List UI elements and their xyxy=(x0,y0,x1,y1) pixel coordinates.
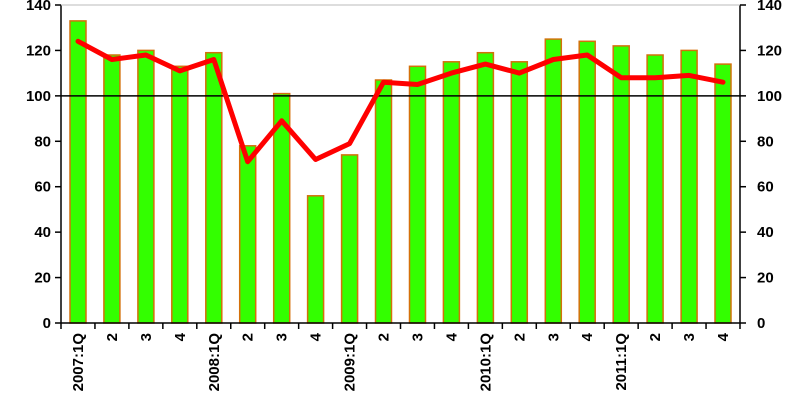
x-category-label: 3 xyxy=(138,333,155,341)
x-category-label: 2011:1Q xyxy=(613,333,630,391)
bar-4 xyxy=(205,51,223,324)
left-tick-label: 80 xyxy=(34,133,51,150)
bar-14 xyxy=(544,38,563,324)
x-category-label: 2 xyxy=(511,333,528,341)
bar-18 xyxy=(680,49,698,324)
x-category-label: 4 xyxy=(172,332,189,341)
x-category-label: 2007:1Q xyxy=(70,333,87,392)
left-tick-label: 120 xyxy=(26,42,51,59)
left-tick-label: 140 xyxy=(26,0,51,14)
x-category-label: 2 xyxy=(376,333,393,341)
axes xyxy=(60,4,741,324)
x-category-label: 2 xyxy=(240,333,257,341)
x-category-label: 3 xyxy=(274,333,291,341)
right-tick-label: 40 xyxy=(757,224,774,241)
right-tick-label: 0 xyxy=(757,315,765,332)
bar-16 xyxy=(612,45,630,324)
x-category-label: 2008:1Q xyxy=(206,333,223,392)
x-category-label: 4 xyxy=(308,332,325,341)
right-tick-label: 120 xyxy=(757,42,782,59)
right-tick-label: 80 xyxy=(757,133,774,150)
bar-0 xyxy=(69,20,87,324)
x-category-label: 4 xyxy=(715,332,732,341)
x-category-label: 2 xyxy=(647,333,664,341)
x-category-label: 2 xyxy=(104,333,121,341)
right-tick-label: 20 xyxy=(757,270,774,287)
x-category-label: 3 xyxy=(681,333,698,341)
bar-11 xyxy=(442,61,461,324)
bar-10 xyxy=(408,65,427,324)
x-category-label: 3 xyxy=(545,333,562,341)
left-tick-label: 0 xyxy=(43,315,51,332)
x-axis-ticks: 2007:1Q 2 3 4 2008:1Q 2 3 4 2009:1Q 2 3 4 2010:1Q 2 3 4… xyxy=(60,323,741,392)
line-series xyxy=(75,38,726,165)
bar-12 xyxy=(476,51,495,324)
right-y-axis-ticks: 0 20 40 60 80 100 120 140 xyxy=(740,0,782,332)
left-tick-label: 60 xyxy=(34,179,51,196)
right-tick-label: 100 xyxy=(757,88,782,105)
left-tick-label: 40 xyxy=(34,224,51,241)
bar-7 xyxy=(306,195,325,324)
left-tick-label: 20 xyxy=(34,270,51,287)
bar-15 xyxy=(578,40,596,324)
bar-2 xyxy=(137,49,155,324)
left-y-axis-ticks: 0 20 40 60 80 100 120 140 xyxy=(26,0,61,332)
right-tick-label: 60 xyxy=(757,179,774,196)
bar-5 xyxy=(238,145,257,324)
bar-9 xyxy=(374,79,393,324)
x-category-label: 4 xyxy=(443,332,460,341)
bar-8 xyxy=(340,154,359,324)
x-category-label: 2010:1Q xyxy=(477,333,494,392)
x-category-label: 3 xyxy=(409,333,426,341)
right-tick-label: 140 xyxy=(757,0,782,14)
left-tick-label: 100 xyxy=(26,88,51,105)
bar-13 xyxy=(510,61,529,324)
bar-19 xyxy=(714,63,732,324)
x-category-label: 2009:1Q xyxy=(342,333,359,392)
x-category-label: 4 xyxy=(579,332,596,341)
bar-3 xyxy=(171,65,189,324)
